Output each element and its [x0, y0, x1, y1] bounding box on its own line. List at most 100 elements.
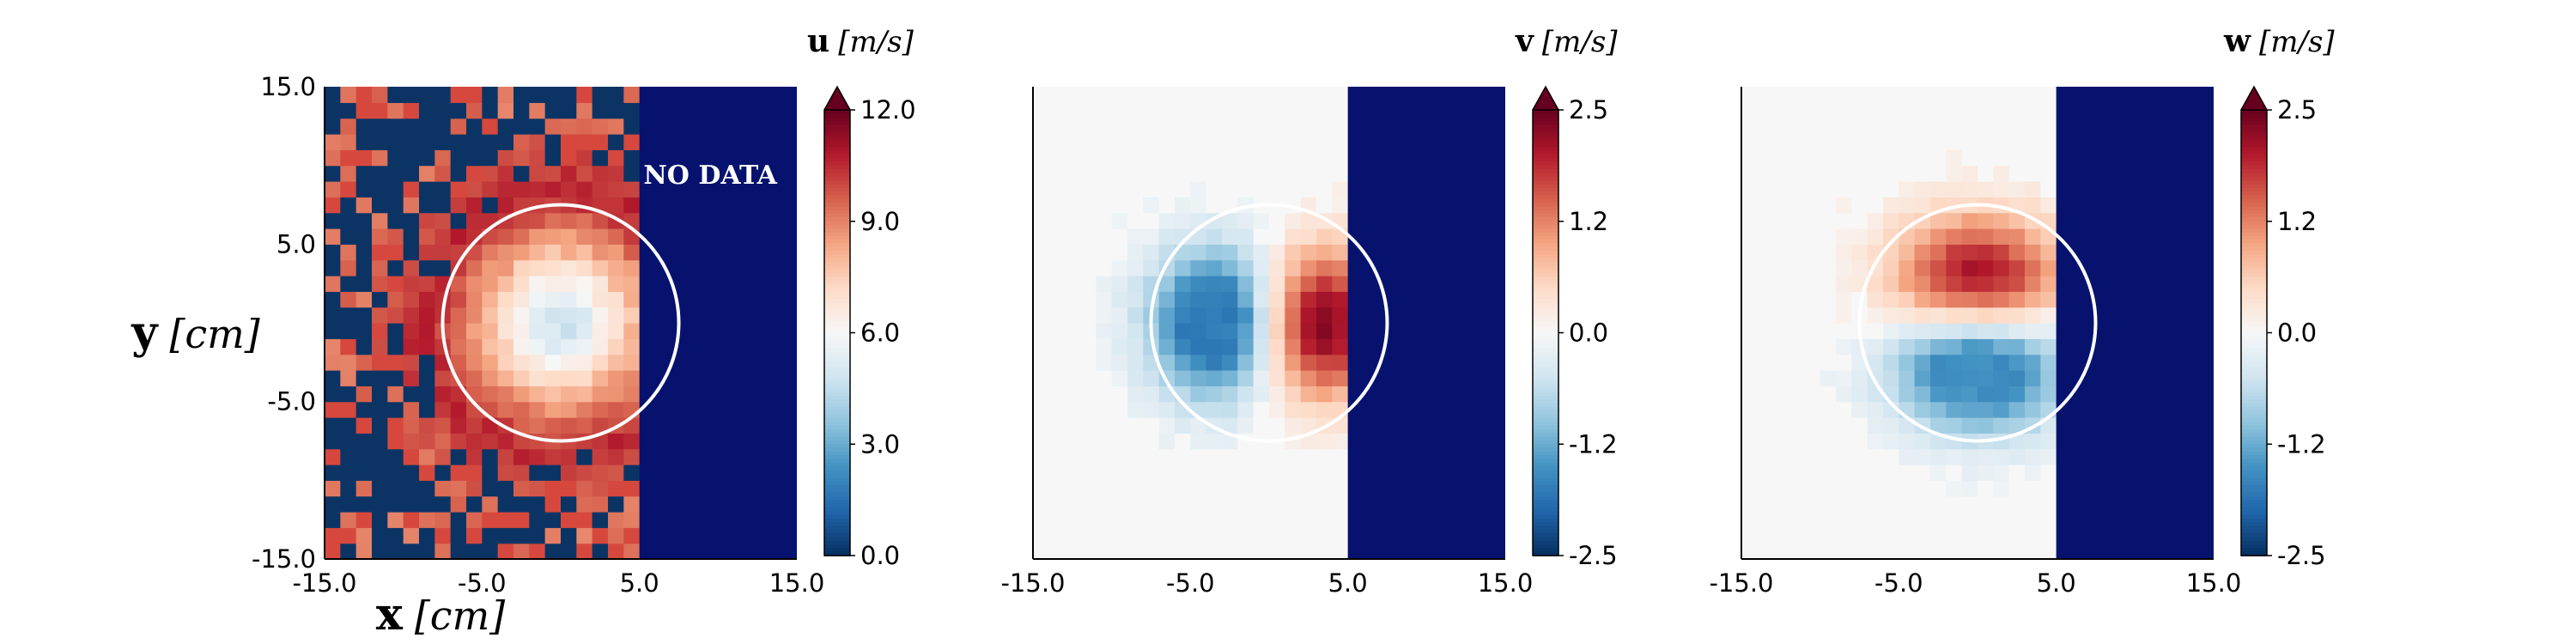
- heatmap-cell: [576, 276, 593, 292]
- colorbar-segment: [1533, 313, 1558, 319]
- heatmap-cell: [1064, 338, 1081, 355]
- heatmap-cell: [387, 118, 404, 135]
- heatmap-cell: [419, 102, 435, 119]
- colorbar-segment: [2241, 526, 2267, 531]
- heatmap-cell: [1930, 323, 1947, 339]
- colorbar-segment: [824, 310, 850, 315]
- heatmap-cell: [529, 102, 546, 119]
- heatmap-cell: [1158, 197, 1176, 214]
- heatmap-cell: [1961, 212, 1978, 229]
- heatmap-cell: [482, 354, 499, 371]
- heatmap-cell: [325, 401, 341, 418]
- heatmap-cell: [513, 118, 530, 135]
- heatmap-cell: [1222, 386, 1238, 403]
- heatmap-cell: [1222, 291, 1238, 308]
- colorbar-segment: [2241, 447, 2267, 453]
- heatmap-cell: [1946, 465, 1963, 481]
- heatmap-cell: [1175, 480, 1191, 497]
- heatmap-cell: [372, 512, 388, 528]
- heatmap-cell: [1158, 354, 1176, 371]
- heatmap-cell: [1127, 197, 1144, 214]
- heatmap-cell: [513, 448, 530, 465]
- colorbar-segment: [1533, 173, 1558, 178]
- heatmap-cell: [1300, 495, 1317, 513]
- heatmap-cell: [1158, 543, 1176, 560]
- heatmap-cell: [1175, 465, 1191, 481]
- heatmap-cell: [1757, 118, 1774, 135]
- heatmap-cell: [1772, 338, 1789, 355]
- colorbar-segment: [824, 210, 850, 215]
- heatmap-cell: [1993, 165, 2010, 182]
- heatmap-cell: [1883, 417, 1899, 434]
- colorbar-segment: [824, 313, 850, 319]
- heatmap-cell: [1096, 244, 1113, 261]
- heatmap-cell: [1222, 276, 1238, 292]
- heatmap-cell: [623, 165, 641, 182]
- heatmap-cell: [1867, 228, 1884, 245]
- heatmap-cell: [1946, 448, 1963, 465]
- heatmap-cell: [1127, 417, 1144, 434]
- heatmap-cell: [1978, 291, 1994, 308]
- heatmap-cell: [2008, 448, 2026, 465]
- colorbar-segment: [2241, 332, 2267, 337]
- heatmap-cell: [325, 212, 341, 229]
- heatmap-cell: [1851, 512, 1868, 528]
- heatmap-cell: [2040, 276, 2057, 292]
- heatmap-cell: [1804, 149, 1821, 167]
- colorbar-segment: [824, 447, 850, 453]
- colorbar-segment: [1533, 310, 1558, 315]
- heatmap-cell: [1206, 543, 1223, 560]
- heatmap-cell: [466, 134, 483, 150]
- heatmap-cell: [1899, 102, 1916, 119]
- colorbar-segment: [1533, 125, 1558, 130]
- heatmap-cell: [1772, 323, 1789, 339]
- colorbar-segment: [1533, 288, 1558, 293]
- heatmap-cell: [403, 512, 420, 528]
- heatmap-cell: [1883, 338, 1899, 355]
- heatmap-cell: [1867, 338, 1884, 355]
- colorbar-segment: [824, 362, 850, 368]
- heatmap-cell: [544, 87, 562, 103]
- colorbar-segment: [2241, 514, 2267, 519]
- heatmap-cell: [497, 102, 514, 119]
- heatmap-cell: [1867, 197, 1884, 214]
- heatmap-cell: [1757, 244, 1774, 261]
- colorbar-segment: [1533, 343, 1558, 349]
- heatmap-cell: [497, 433, 514, 450]
- heatmap-cell: [1206, 259, 1223, 276]
- heatmap-cell: [466, 212, 483, 229]
- heatmap-cell: [1820, 118, 1837, 135]
- colorbar-segment: [1533, 385, 1558, 390]
- heatmap-cell: [1899, 291, 1916, 308]
- colorbar-segment: [824, 507, 850, 512]
- heatmap-cell: [1789, 480, 1805, 497]
- heatmap-cell: [1961, 417, 1978, 434]
- heatmap-cell: [2040, 134, 2057, 150]
- heatmap-cell: [1033, 134, 1049, 150]
- x-axis-unit: [cm]: [415, 592, 505, 639]
- heatmap-cell: [2040, 291, 2057, 308]
- colorbar-segment: [2241, 195, 2267, 200]
- colorbar-segment: [824, 217, 850, 222]
- heatmap-cell: [2025, 307, 2041, 324]
- heatmap-cell: [1836, 212, 1852, 229]
- colorbar-segment: [1533, 380, 1558, 386]
- heatmap-cell: [1789, 212, 1805, 229]
- heatmap-cell: [608, 228, 624, 245]
- heatmap-cell: [1804, 197, 1821, 214]
- heatmap-cell: [544, 323, 562, 339]
- colorbar-segment: [1533, 191, 1558, 197]
- heatmap-cell: [1033, 259, 1049, 276]
- heatmap-cell: [1914, 495, 1931, 513]
- panel-u: NO DATA-15.0 -5.0 5.0 15.0-15.0-5.05.015.0x…: [131, 23, 915, 641]
- heatmap-cell: [1332, 291, 1349, 308]
- heatmap-cell: [1899, 181, 1916, 197]
- heatmap-cell: [2025, 338, 2041, 355]
- heatmap-cell: [2008, 370, 2026, 386]
- heatmap-cell: [482, 102, 499, 119]
- colorbar-segment: [1533, 484, 1558, 489]
- colorbar-segment: [2241, 380, 2267, 386]
- heatmap-cell: [1064, 417, 1081, 434]
- heatmap-cell: [1914, 181, 1931, 197]
- heatmap-cell: [1253, 417, 1270, 434]
